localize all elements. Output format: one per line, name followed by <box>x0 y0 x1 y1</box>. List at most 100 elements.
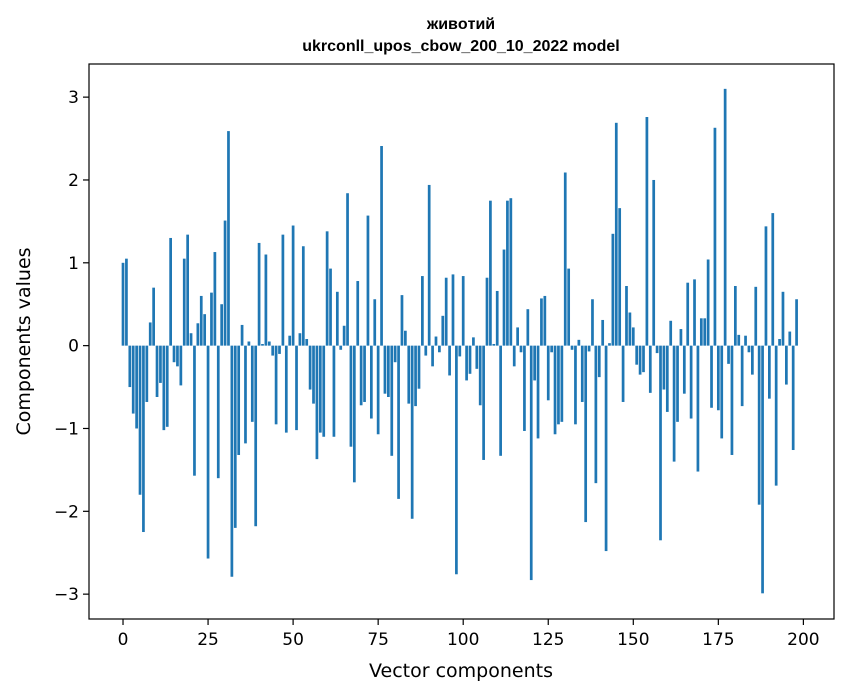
bar-component-16 <box>176 345 179 367</box>
bar-component-3 <box>131 345 135 414</box>
bar-component-167 <box>689 345 693 419</box>
bar-component-123 <box>540 298 543 346</box>
bar-component-114 <box>509 198 513 346</box>
bar-component-92 <box>434 336 438 346</box>
bar-component-32 <box>230 345 234 577</box>
bar-component-154 <box>645 117 649 346</box>
bar-component-166 <box>686 282 690 346</box>
bar-component-27 <box>213 252 217 346</box>
bar-component-150 <box>631 327 635 346</box>
bar-component-62 <box>332 345 336 437</box>
bar-component-165 <box>682 345 686 394</box>
bar-component-148 <box>625 286 628 346</box>
bar-component-38 <box>250 345 254 422</box>
bar-component-121 <box>533 345 536 381</box>
bar-component-125 <box>546 345 550 401</box>
bar-component-132 <box>570 345 574 350</box>
y-tick-label: 0 <box>68 337 79 357</box>
y-tick-label: 3 <box>68 88 79 108</box>
bar-component-46 <box>278 345 281 354</box>
bar-component-23 <box>199 295 203 346</box>
bar-component-85 <box>410 345 414 519</box>
bar-component-56 <box>312 345 315 404</box>
bar-component-64 <box>339 345 343 350</box>
bar-component-15 <box>172 345 176 363</box>
bar-component-163 <box>676 345 679 422</box>
bar-component-101 <box>465 345 468 381</box>
bar-component-90 <box>427 184 431 346</box>
bar-component-65 <box>342 325 346 346</box>
bar-component-73 <box>369 345 373 419</box>
bar-component-116 <box>516 327 519 346</box>
bar-component-126 <box>550 345 554 353</box>
x-axis-ticks: 0 25 50 75 100 125 150 175 200 <box>118 619 820 650</box>
bar-component-171 <box>703 318 707 346</box>
bar-component-172 <box>706 259 710 346</box>
bar-component-35 <box>240 324 244 346</box>
bar-component-175 <box>716 345 720 411</box>
bar-component-1 <box>125 258 128 346</box>
bar-component-115 <box>512 345 516 367</box>
bar-component-24 <box>203 314 207 346</box>
bar-component-158 <box>659 345 662 541</box>
bar-component-118 <box>523 345 526 431</box>
bar-component-197 <box>791 345 795 451</box>
bar-component-106 <box>482 345 485 460</box>
bar-component-71 <box>363 345 366 402</box>
x-tick-label: 75 <box>367 630 389 650</box>
bar-component-66 <box>346 193 349 346</box>
bar-component-95 <box>444 277 448 346</box>
y-tick-label: 1 <box>68 254 79 274</box>
bars-group <box>121 88 798 594</box>
bar-component-181 <box>737 334 741 346</box>
bar-component-33 <box>233 345 237 528</box>
x-tick-label: 100 <box>447 630 479 650</box>
bar-component-130 <box>563 172 567 346</box>
bar-component-50 <box>291 225 295 346</box>
bar-component-124 <box>543 295 547 346</box>
bar-component-21 <box>193 345 196 476</box>
x-axis-label: Vector components <box>369 660 553 682</box>
x-tick-label: 125 <box>532 630 564 650</box>
bar-component-29 <box>220 304 224 346</box>
bar-component-185 <box>751 345 754 375</box>
bar-component-54 <box>305 339 309 346</box>
bar-component-187 <box>757 345 761 505</box>
bar-component-60 <box>325 231 329 346</box>
bar-component-195 <box>785 345 788 385</box>
bar-component-111 <box>499 345 502 456</box>
bar-component-146 <box>618 208 622 346</box>
x-tick-label: 200 <box>787 630 819 650</box>
y-tick-label: 2 <box>68 171 79 191</box>
bar-component-11 <box>159 345 162 383</box>
chart-subtitle: ukrconll_upos_cbow_200_10_2022 model <box>302 38 619 55</box>
bar-component-59 <box>322 345 326 437</box>
bar-component-131 <box>567 268 571 346</box>
bar-component-145 <box>614 122 618 346</box>
bar-component-135 <box>580 345 584 402</box>
bar-component-57 <box>315 345 319 460</box>
bar-component-192 <box>774 345 778 486</box>
bar-component-182 <box>740 345 744 407</box>
y-axis-label: Components values <box>13 247 35 435</box>
bar-component-155 <box>648 345 652 393</box>
bar-component-139 <box>594 345 598 484</box>
bar-component-173 <box>710 345 713 408</box>
bar-component-174 <box>713 127 717 346</box>
bar-component-31 <box>227 131 230 346</box>
bar-component-141 <box>601 319 605 346</box>
bar-component-37 <box>247 341 251 346</box>
bar-component-89 <box>424 345 428 356</box>
bar-component-12 <box>162 345 166 431</box>
plot-area-frame <box>88 63 835 620</box>
bar-component-109 <box>492 343 496 346</box>
bar-component-103 <box>472 337 475 346</box>
bar-component-144 <box>611 233 615 346</box>
bar-component-20 <box>189 333 193 346</box>
bar-component-143 <box>608 343 611 346</box>
bar-component-74 <box>373 299 377 346</box>
bar-component-36 <box>244 345 247 444</box>
bar-component-128 <box>557 345 560 425</box>
bar-component-88 <box>421 276 424 346</box>
